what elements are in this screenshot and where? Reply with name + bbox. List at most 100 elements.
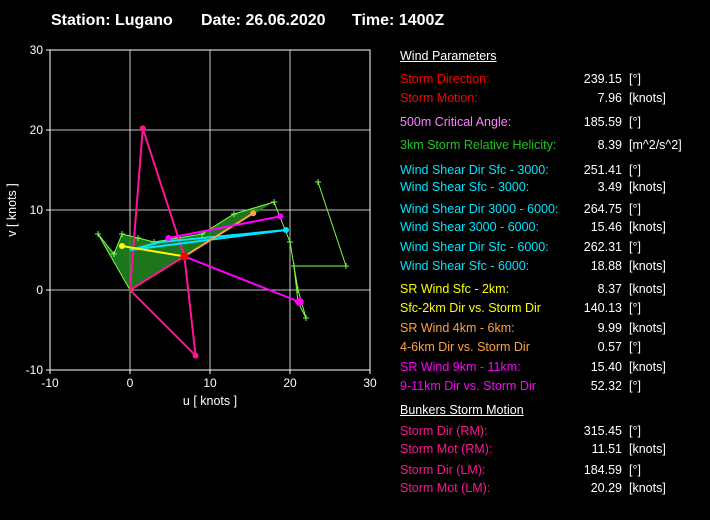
param-value: 52.32 bbox=[590, 379, 622, 393]
hodograph-point bbox=[95, 231, 101, 237]
hodograph-point bbox=[271, 199, 277, 205]
param-row: Wind Shear Sfc - 6000: 18.88 [knots] bbox=[400, 259, 700, 277]
bunkers-unit: [knots] bbox=[629, 481, 666, 495]
param-unit: [m^2/s^2] bbox=[629, 138, 682, 152]
magenta-point-2 bbox=[277, 213, 284, 220]
sfc-2km-point bbox=[119, 243, 125, 249]
sr-4-6km-line bbox=[183, 212, 254, 258]
param-label: Sfc-2km Dir vs. Storm Dir bbox=[400, 301, 541, 315]
sr-sfc-2km-line bbox=[121, 245, 185, 258]
param-row: 500m Critical Angle: 185.59 [°] bbox=[400, 115, 700, 133]
param-value: 251.41 bbox=[583, 163, 622, 177]
param-label: Storm Motion: bbox=[400, 91, 478, 105]
param-value: 15.46 bbox=[590, 220, 622, 234]
bunkers-row: Storm Mot (LM): 20.29 [knots] bbox=[400, 481, 700, 499]
lm-to-mean-line bbox=[141, 128, 186, 257]
param-value: 0.57 bbox=[597, 340, 622, 354]
param-row: Wind Shear Dir Sfc - 6000: 262.31 [°] bbox=[400, 240, 700, 258]
bunkers-label: Storm Dir (LM): bbox=[400, 463, 486, 477]
param-value: 262.31 bbox=[583, 240, 622, 254]
x-tick-label: 20 bbox=[283, 376, 297, 390]
hodograph-point bbox=[315, 179, 321, 185]
bunkers-value: 184.59 bbox=[583, 463, 622, 477]
param-unit: [°] bbox=[629, 340, 641, 354]
hodograph-point bbox=[287, 239, 293, 245]
layer-4-6km-point bbox=[250, 210, 257, 217]
storm-motion-line bbox=[129, 255, 185, 291]
param-label: 3km Storm Relative Helicity: bbox=[400, 138, 557, 152]
hodograph-point bbox=[291, 263, 297, 269]
hodograph-chart: -10 0 10 20 30 -10 0 10 20 30 u [ knots ] v [ knots… bbox=[5, 43, 377, 408]
param-label: 4-6km Dir vs. Storm Dir bbox=[400, 340, 530, 354]
bunkers-rm-line bbox=[129, 289, 197, 357]
param-unit: [knots] bbox=[629, 360, 666, 374]
station-label: Station: Lugano bbox=[51, 12, 173, 29]
param-label: Storm Direction: bbox=[400, 72, 490, 86]
param-value: 264.75 bbox=[583, 202, 622, 216]
lm-point bbox=[139, 125, 146, 132]
wind-parameters-title: Wind Parameters bbox=[400, 49, 497, 63]
param-unit: [knots] bbox=[629, 259, 666, 273]
time-label: Time: 1400Z bbox=[352, 12, 445, 29]
param-unit: [°] bbox=[629, 202, 641, 216]
bunkers-label: Storm Dir (RM): bbox=[400, 424, 488, 438]
param-label: Wind Shear Dir Sfc - 6000: bbox=[400, 240, 549, 254]
bunkers-lm-line bbox=[129, 128, 144, 291]
param-row: 4-6km Dir vs. Storm Dir 0.57 [°] bbox=[400, 340, 700, 358]
hodograph-point bbox=[119, 231, 125, 237]
x-axis-label: u [ knots ] bbox=[183, 394, 237, 408]
param-label: SR Wind 4km - 6km: bbox=[400, 321, 515, 335]
param-value: 8.37 bbox=[597, 282, 622, 296]
param-label: 9-11km Dir vs. Storm Dir bbox=[400, 379, 536, 393]
bunkers-value: 20.29 bbox=[590, 481, 622, 495]
bunkers-unit: [°] bbox=[629, 463, 641, 477]
bunkers-value: 315.45 bbox=[583, 424, 622, 438]
param-row: SR Wind Sfc - 2km: 8.37 [knots] bbox=[400, 282, 700, 300]
hodograph-point bbox=[231, 211, 237, 217]
param-label: Wind Shear Dir 3000 - 6000: bbox=[400, 202, 559, 216]
param-value: 239.15 bbox=[583, 72, 622, 86]
param-label: Wind Shear Sfc - 6000: bbox=[400, 259, 530, 273]
bunkers-title: Bunkers Storm Motion bbox=[400, 403, 524, 417]
x-tick-label: 30 bbox=[363, 376, 377, 390]
param-row: Wind Shear Dir Sfc - 3000: 251.41 [°] bbox=[400, 163, 700, 181]
param-row: Storm Motion: 7.96 [knots] bbox=[400, 91, 700, 109]
param-unit: [°] bbox=[629, 240, 641, 254]
param-value: 3.49 bbox=[597, 180, 622, 194]
magenta-point bbox=[165, 235, 172, 241]
rm-to-mean-line bbox=[183, 256, 197, 356]
sr-9-11km-line bbox=[184, 255, 300, 303]
x-tick-label: 0 bbox=[127, 376, 134, 390]
param-label: Wind Shear 3000 - 6000: bbox=[400, 220, 539, 234]
param-row: SR Wind 4km - 6km: 9.99 [knots] bbox=[400, 321, 700, 339]
param-row: SR Wind 9km - 11km: 15.40 [knots] bbox=[400, 360, 700, 378]
param-label: SR Wind 9km - 11km: bbox=[400, 360, 521, 374]
shear-sfc-6000-line bbox=[129, 229, 287, 251]
param-value: 9.99 bbox=[597, 321, 622, 335]
x-tick-label: 10 bbox=[203, 376, 217, 390]
param-label: Wind Shear Sfc - 3000: bbox=[400, 180, 530, 194]
bunkers-row: Storm Dir (RM): 315.45 [°] bbox=[400, 424, 700, 442]
param-value: 18.88 bbox=[590, 259, 622, 273]
shear-3000-6000-b-line bbox=[168, 215, 281, 239]
param-value: 7.96 bbox=[597, 91, 622, 105]
param-unit: [°] bbox=[629, 379, 641, 393]
layer-9-11km-point bbox=[295, 298, 304, 306]
hodograph-point bbox=[135, 235, 141, 241]
param-row: Wind Shear Dir 3000 - 6000: 264.75 [°] bbox=[400, 202, 700, 220]
param-unit: [knots] bbox=[629, 321, 666, 335]
param-label: Wind Shear Dir Sfc - 3000: bbox=[400, 163, 549, 177]
param-unit: [°] bbox=[629, 163, 641, 177]
param-value: 15.40 bbox=[590, 360, 622, 374]
y-tick-label: 30 bbox=[30, 43, 44, 57]
shear-6000-point bbox=[283, 227, 289, 233]
bunkers-unit: [knots] bbox=[629, 442, 666, 456]
param-row: 3km Storm Relative Helicity: 8.39 [m^2/s^2… bbox=[400, 138, 700, 156]
param-unit: [knots] bbox=[629, 180, 666, 194]
param-label: SR Wind Sfc - 2km: bbox=[400, 282, 510, 296]
header: Station: Lugano Date: 26.06.2020 Time: 1… bbox=[0, 12, 710, 36]
param-unit: [°] bbox=[629, 301, 641, 315]
bunkers-row: Storm Mot (RM): 11.51 [knots] bbox=[400, 442, 700, 460]
param-value: 8.39 bbox=[597, 138, 622, 152]
bunkers-unit: [°] bbox=[629, 424, 641, 438]
